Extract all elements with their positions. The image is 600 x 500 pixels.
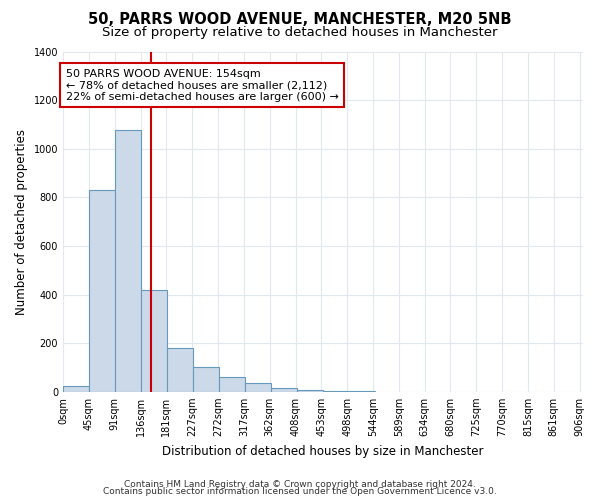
Y-axis label: Number of detached properties: Number of detached properties <box>15 128 28 314</box>
Bar <box>271 388 296 392</box>
Bar <box>115 130 141 392</box>
Text: 50, PARRS WOOD AVENUE, MANCHESTER, M20 5NB: 50, PARRS WOOD AVENUE, MANCHESTER, M20 5… <box>88 12 512 28</box>
Text: Size of property relative to detached houses in Manchester: Size of property relative to detached ho… <box>102 26 498 39</box>
Bar <box>89 190 115 392</box>
Text: Contains public sector information licensed under the Open Government Licence v3: Contains public sector information licen… <box>103 487 497 496</box>
Bar <box>141 290 167 392</box>
Bar <box>167 348 193 392</box>
Bar <box>323 391 349 392</box>
Bar <box>297 390 323 392</box>
X-axis label: Distribution of detached houses by size in Manchester: Distribution of detached houses by size … <box>163 444 484 458</box>
Bar <box>245 382 271 392</box>
Bar <box>219 377 245 392</box>
Bar <box>193 368 219 392</box>
Text: Contains HM Land Registry data © Crown copyright and database right 2024.: Contains HM Land Registry data © Crown c… <box>124 480 476 489</box>
Text: 50 PARRS WOOD AVENUE: 154sqm
← 78% of detached houses are smaller (2,112)
22% of: 50 PARRS WOOD AVENUE: 154sqm ← 78% of de… <box>66 68 339 102</box>
Bar <box>63 386 89 392</box>
